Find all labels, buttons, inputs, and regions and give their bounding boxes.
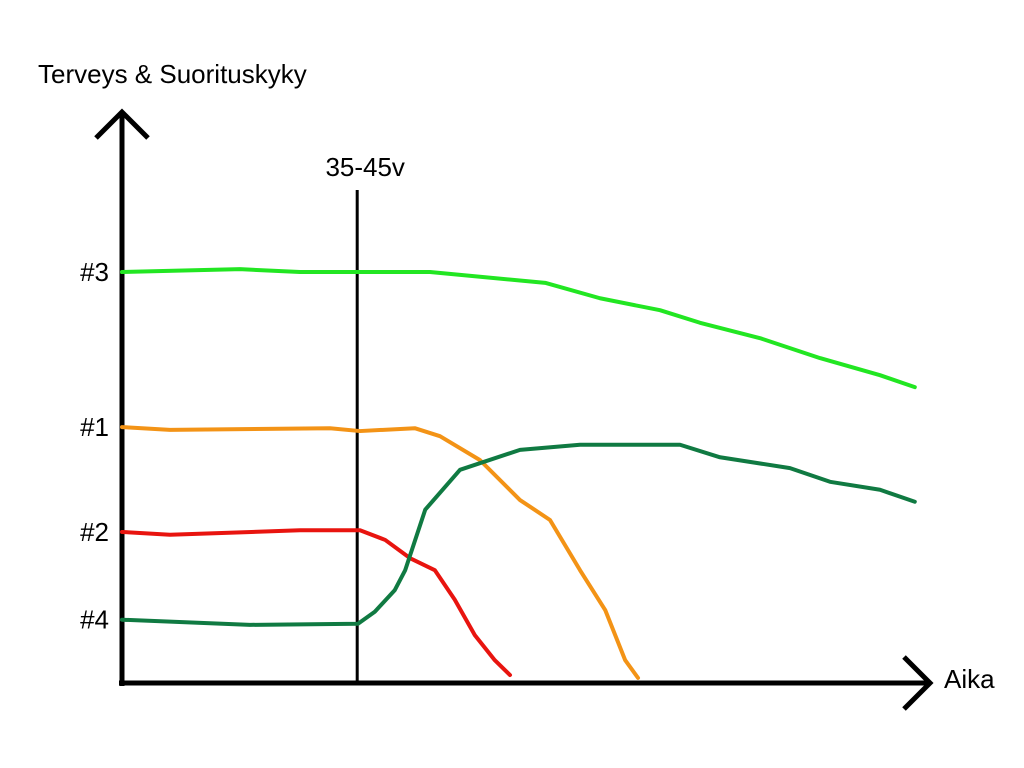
series-label: #4 [80, 605, 109, 635]
y-axis-arrow [94, 108, 150, 140]
annotation-label: 35-45v [325, 152, 405, 182]
series-label: #2 [80, 517, 109, 547]
series-line [120, 267, 917, 390]
x-axis-label: Aika [944, 664, 995, 694]
series-label: #3 [80, 257, 109, 287]
y-axis-label: Terveys & Suorituskyky [38, 59, 307, 89]
series-line [120, 425, 640, 680]
series-line [120, 442, 917, 627]
series-label: #1 [80, 412, 109, 442]
x-axis-arrow [902, 655, 934, 711]
